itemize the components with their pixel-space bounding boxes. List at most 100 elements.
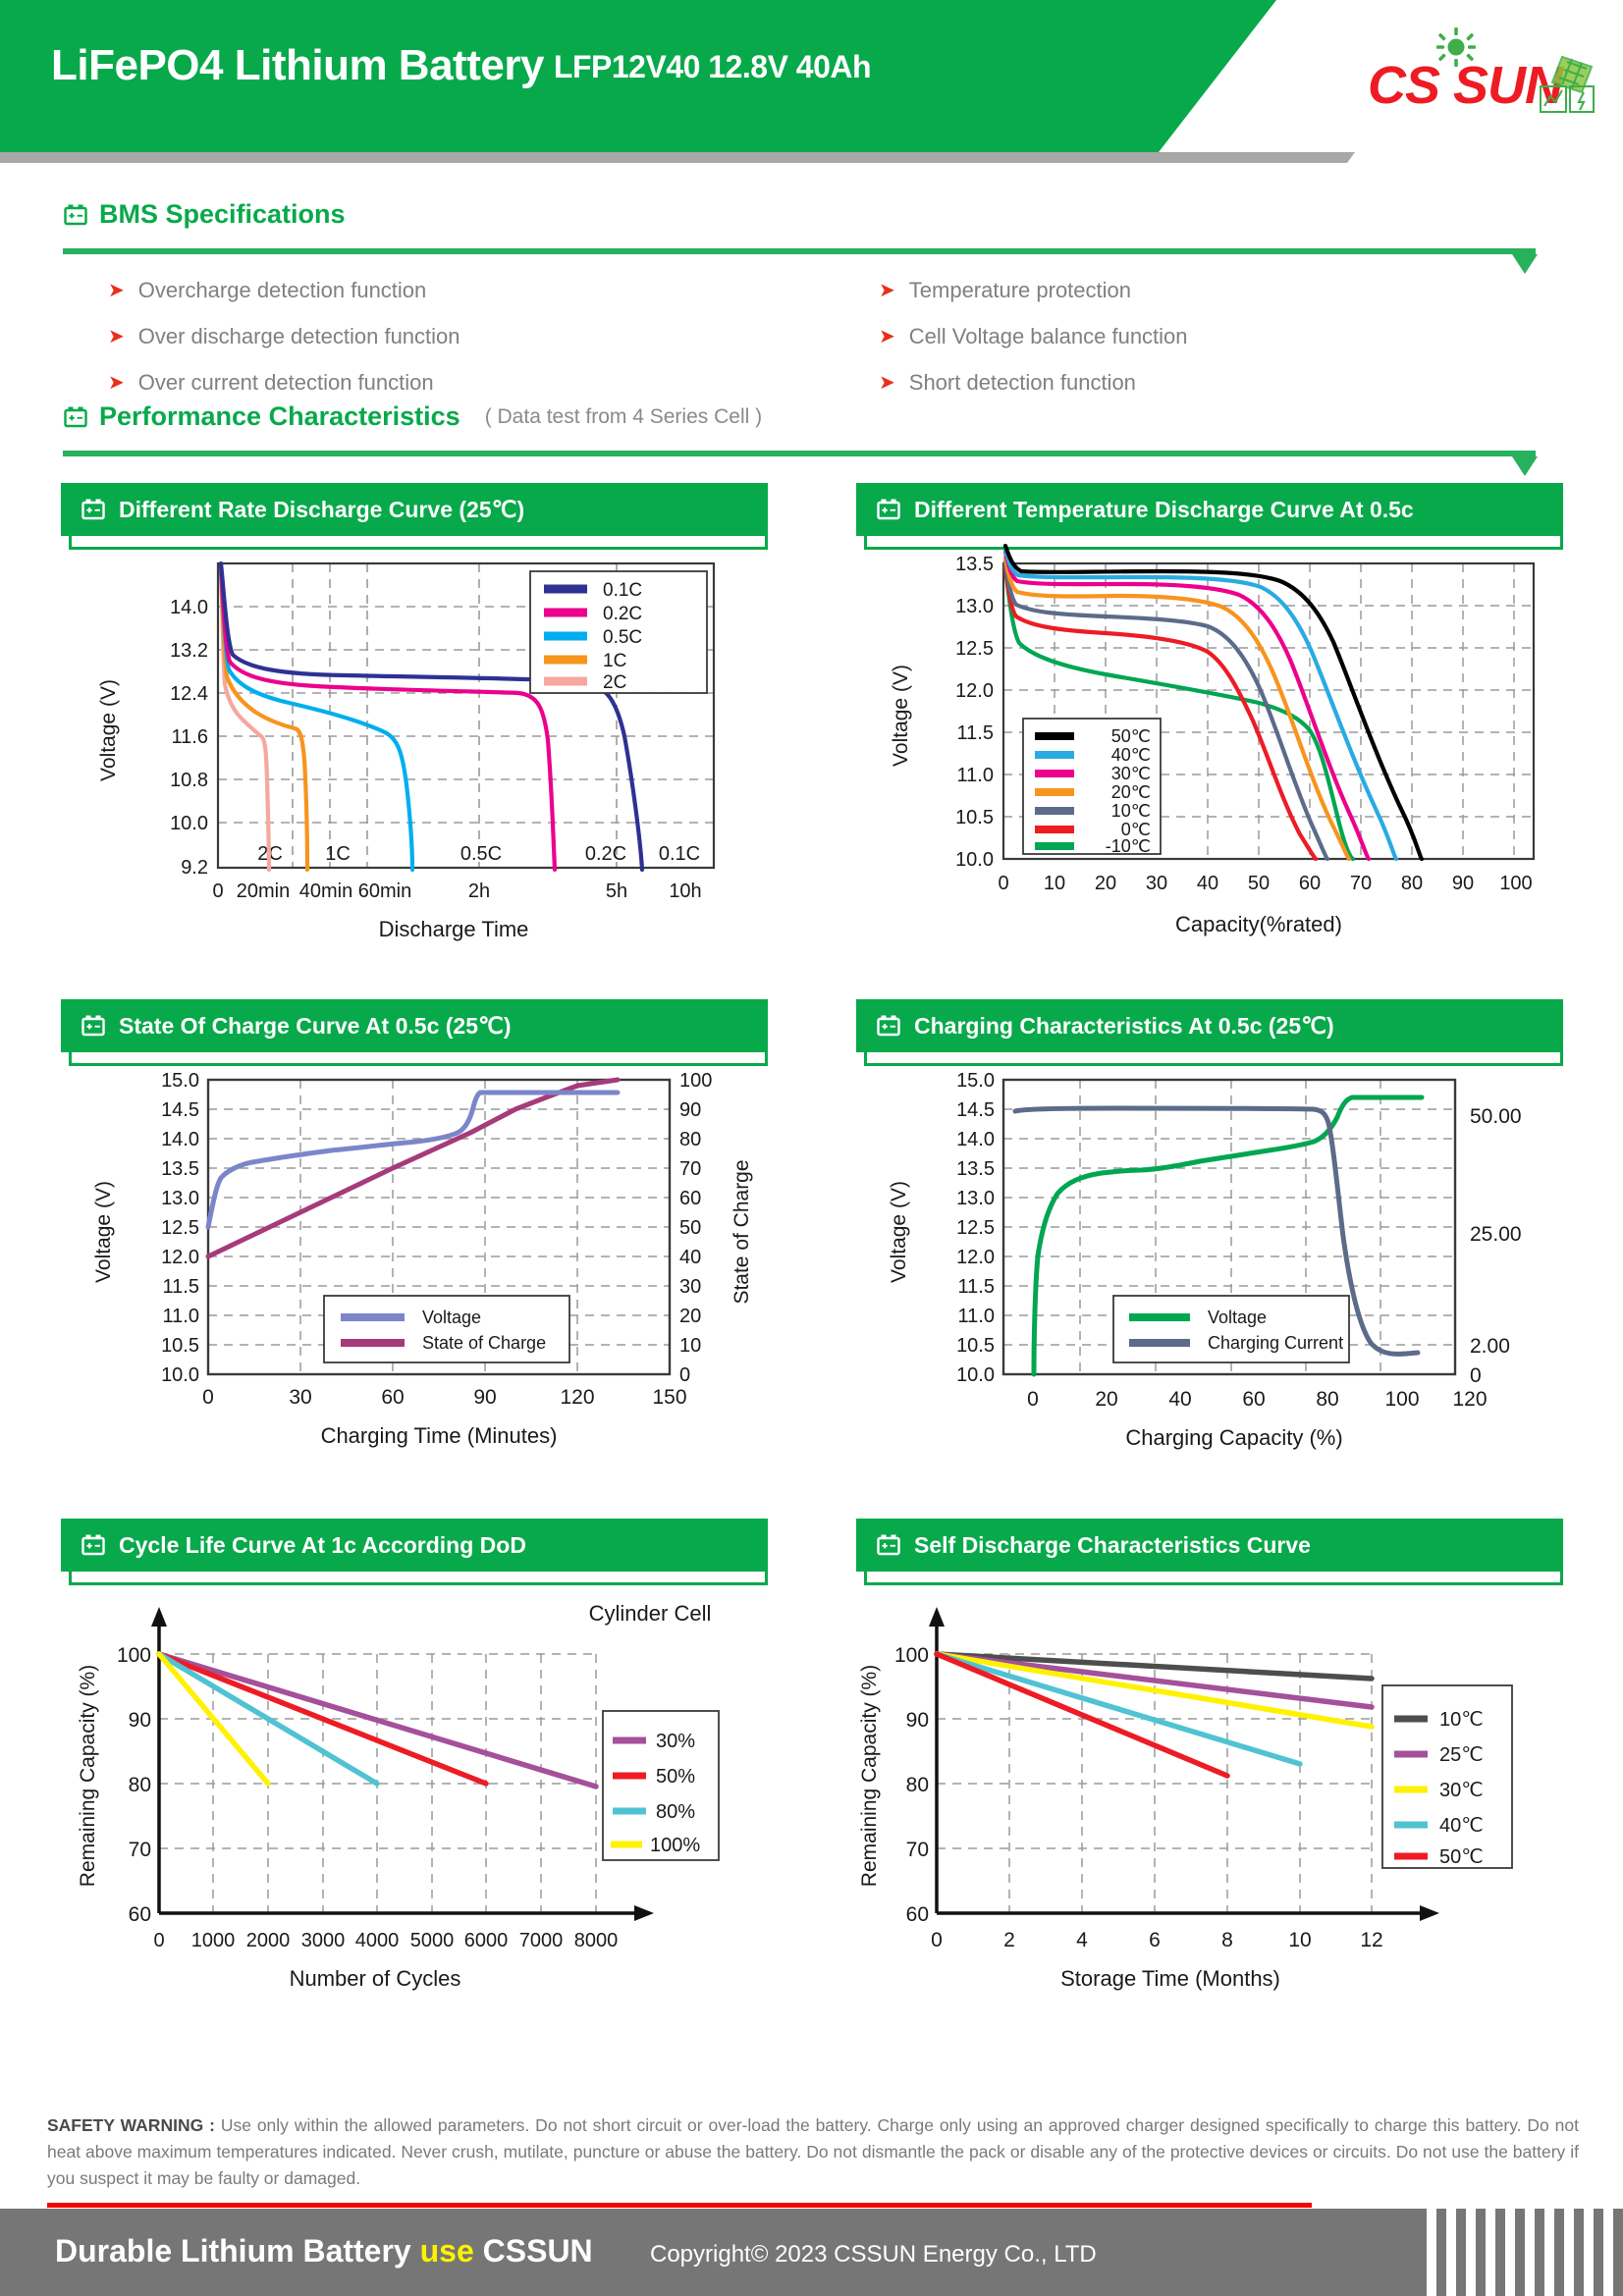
svg-text:6: 6: [1149, 1929, 1161, 1951]
svg-text:40℃: 40℃: [1439, 1815, 1484, 1837]
svg-text:15.0: 15.0: [956, 1070, 995, 1092]
svg-text:0: 0: [153, 1930, 164, 1951]
svg-text:50: 50: [1248, 873, 1270, 894]
svg-text:12.0: 12.0: [955, 680, 994, 702]
svg-text:12.4: 12.4: [170, 683, 208, 705]
page-title: LiFePO4 Lithium Battery LFP12V40 12.8V 40…: [51, 41, 872, 90]
svg-text:6000: 6000: [464, 1930, 509, 1951]
svg-text:0: 0: [1027, 1388, 1039, 1411]
panel-title: Cycle Life Curve At 1c According DoD: [119, 1531, 526, 1558]
safety-warning: SAFETY WARNING : Use only within the all…: [47, 2112, 1579, 2192]
svg-text:70: 70: [679, 1158, 701, 1180]
svg-text:5000: 5000: [410, 1930, 455, 1951]
panel-self-discharge: Self Discharge Characteristics Curve: [856, 1519, 1563, 2011]
svg-text:11.0: 11.0: [957, 765, 994, 786]
svg-text:40: 40: [1197, 873, 1218, 894]
svg-text:80%: 80%: [656, 1801, 695, 1823]
bms-item-label: Over current detection function: [137, 370, 434, 395]
svg-text:20℃: 20℃: [1111, 782, 1151, 802]
svg-text:60: 60: [1299, 873, 1321, 894]
logo-wordmark: CS SUN: [1368, 56, 1563, 115]
svg-text:50%: 50%: [656, 1766, 695, 1788]
panel-temperature-discharge: Different Temperature Discharge Curve At…: [856, 483, 1563, 976]
footer-stripes: [1427, 2209, 1613, 2296]
header-green-banner: [0, 0, 1276, 152]
svg-text:60: 60: [906, 1903, 929, 1926]
svg-text:0: 0: [212, 881, 223, 902]
svg-text:1C: 1C: [603, 651, 626, 671]
svg-text:14.5: 14.5: [956, 1099, 995, 1121]
panel-title: Different Rate Discharge Curve (25℃): [119, 496, 525, 522]
chart-legend: 10℃ 25℃ 30℃ 40℃ 50℃: [1381, 1684, 1513, 1869]
chart-legend: 30% 50% 80% 100%: [602, 1710, 720, 1861]
svg-text:1000: 1000: [191, 1930, 236, 1951]
svg-text:10.0: 10.0: [956, 1364, 995, 1386]
bms-item-temperature: ➤ Temperature protection: [879, 278, 1131, 303]
svg-text:90: 90: [473, 1386, 496, 1409]
safety-warning-text: Use only within the allowed parameters. …: [47, 2115, 1579, 2189]
svg-text:100: 100: [894, 1644, 929, 1667]
svg-text:90: 90: [1452, 873, 1474, 894]
svg-text:State of Charge: State of Charge: [730, 1159, 753, 1304]
panel-header-bar: Different Rate Discharge Curve (25℃): [61, 483, 768, 536]
svg-text:70: 70: [129, 1839, 151, 1861]
panel-title: State Of Charge Curve At 0.5c (25℃): [119, 1012, 512, 1039]
svg-text:14.5: 14.5: [161, 1099, 199, 1121]
performance-subtitle: ( Data test from 4 Series Cell ): [484, 404, 763, 428]
svg-text:0: 0: [1470, 1364, 1482, 1387]
svg-text:11.0: 11.0: [958, 1306, 995, 1327]
svg-text:10.8: 10.8: [170, 770, 208, 791]
bms-item-overcharge: ➤ Overcharge detection function: [108, 278, 426, 303]
svg-text:8000: 8000: [574, 1930, 619, 1951]
svg-text:100%: 100%: [650, 1835, 700, 1856]
panel-title: Self Discharge Characteristics Curve: [914, 1531, 1311, 1558]
svg-text:4: 4: [1076, 1929, 1088, 1951]
svg-text:Charging Time (Minutes): Charging Time (Minutes): [321, 1423, 558, 1448]
svg-text:60: 60: [129, 1903, 151, 1926]
svg-text:13.5: 13.5: [955, 554, 994, 575]
chart-legend: 50℃ 40℃ 30℃ 20℃ 10℃ 0℃ -10℃: [1022, 718, 1162, 856]
performance-divider: [63, 451, 1536, 456]
svg-text:25℃: 25℃: [1439, 1744, 1484, 1766]
svg-text:100: 100: [117, 1644, 151, 1667]
svg-text:80: 80: [679, 1129, 701, 1150]
svg-text:40℃: 40℃: [1111, 745, 1151, 765]
panel-header-bar: Charging Characteristics At 0.5c (25℃): [856, 999, 1563, 1052]
chart-rate-discharge: 14.0 13.2 12.4 11.6 10.8 10.0 9.2 Voltag…: [61, 544, 768, 976]
svg-text:13.2: 13.2: [170, 640, 208, 662]
svg-text:30℃: 30℃: [1111, 764, 1151, 783]
svg-text:1C: 1C: [325, 843, 351, 865]
svg-text:60: 60: [381, 1386, 404, 1409]
svg-text:13.0: 13.0: [956, 1188, 995, 1209]
solar-panel-icon: [1540, 55, 1595, 113]
svg-text:12.5: 12.5: [161, 1217, 199, 1239]
svg-text:12: 12: [1360, 1929, 1382, 1951]
svg-text:Remaining Capacity (%): Remaining Capacity (%): [858, 1665, 881, 1887]
bms-item-cell-balance: ➤ Cell Voltage balance function: [879, 324, 1188, 349]
svg-text:10℃: 10℃: [1111, 801, 1151, 821]
svg-text:11.5: 11.5: [958, 1276, 995, 1298]
svg-text:0.5C: 0.5C: [460, 843, 502, 865]
svg-text:Voltage: Voltage: [422, 1308, 481, 1327]
svg-text:150: 150: [652, 1386, 686, 1409]
chart-charging-characteristics: 15.0 14.5 14.0 13.5 13.0 12.5 12.0 11.5 …: [856, 1060, 1563, 1482]
svg-text:Voltage: Voltage: [1208, 1308, 1267, 1327]
bms-item-label: Cell Voltage balance function: [908, 324, 1188, 348]
svg-text:30: 30: [289, 1386, 311, 1409]
bms-item-label: Temperature protection: [908, 278, 1131, 302]
svg-text:11.5: 11.5: [957, 722, 994, 744]
svg-text:12.5: 12.5: [955, 638, 994, 660]
svg-text:Capacity(%rated): Capacity(%rated): [1175, 912, 1342, 936]
battery-icon: [81, 1534, 105, 1556]
svg-text:11.0: 11.0: [163, 1306, 199, 1327]
footer-slogan-use: use: [419, 2233, 474, 2269]
svg-text:100: 100: [679, 1070, 712, 1092]
battery-icon: [81, 1015, 105, 1037]
svg-text:13.0: 13.0: [161, 1188, 199, 1209]
battery-icon: [877, 499, 900, 520]
panel-header-bar: Cycle Life Curve At 1c According DoD: [61, 1519, 768, 1572]
svg-text:20: 20: [1095, 1388, 1117, 1411]
svg-text:8: 8: [1221, 1929, 1233, 1951]
svg-text:14.0: 14.0: [956, 1129, 995, 1150]
svg-text:10.0: 10.0: [161, 1364, 199, 1386]
